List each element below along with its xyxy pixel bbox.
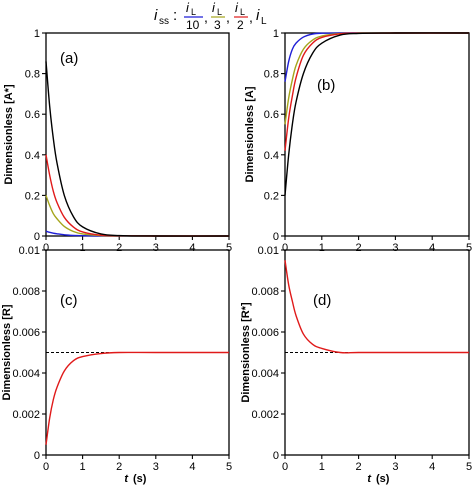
panel-d: 0 1 2 3 4 5 0 0.002 0.004 0.006 0.008 0.01 Dimension… [240,245,472,473]
y-tick-label-a-2: 0.4 [25,150,40,162]
x-tick-label-b-3: 3 [392,242,398,254]
panel-label-c: (c) [60,292,78,309]
legend-entry-1: i L 10 , [184,0,208,32]
legend-sep-2: , [226,9,230,25]
legend-entry-3-num-sub: L [240,7,245,17]
x-tick-label-c-3: 3 [153,461,159,473]
y-tick-label-b-4: 0.8 [264,69,279,81]
x-axis-unit-right: (s) [376,473,390,485]
legend-entry-2-num: i [212,0,216,15]
panel-b: 0 1 2 3 4 5 0 0.2 0.4 0.6 0.8 1 Dimensionless [A] (b) [244,28,472,254]
y-tick-label-b-2: 0.4 [264,150,279,162]
y-tick-label-c-5: 0.01 [19,245,40,257]
y-tick-label-a-3: 0.6 [25,109,40,121]
y-tick-label-d-4: 0.008 [251,286,279,298]
y-tick-label-d-0: 0 [273,450,279,462]
legend-entry-3-num: i [235,0,239,15]
y-tick-label-a-5: 1 [34,28,40,40]
series-line-a-3 [45,154,230,237]
y-tick-label-c-0: 0 [34,450,40,462]
legend-entry-4-num: i [256,7,260,24]
x-tick-label-b-1: 1 [319,242,325,254]
panel-label-a: (a) [60,50,78,67]
x-axis-label-right: t (s) [367,473,389,485]
x-tick-label-b-2: 2 [356,242,362,254]
y-tick-label-a-0: 0 [34,231,40,243]
series-line-d-1 [284,260,469,354]
x-tick-label-d-1: 1 [319,461,325,473]
panel-a: 0 1 2 3 4 5 0 0.2 0.4 0.6 0.8 1 Dimensionless [A*] (a… [3,28,232,254]
panel-label-b: (b) [317,77,335,94]
legend-entry-1-num-sub: L [191,7,196,17]
x-tick-label-a-1: 1 [80,242,86,254]
x-axis-unit-left: (s) [133,473,147,485]
series-line-b-3 [284,32,470,151]
panel-c: 0 1 2 3 4 5 0 0.002 0.004 0.006 0.008 0.01 Dimension… [1,245,232,473]
y-tick-label-a-1: 0.2 [25,190,40,202]
y-tick-label-d-3: 0.006 [251,327,279,339]
x-tick-label-c-1: 1 [80,461,86,473]
legend-entry-3-den: 2 [237,18,244,32]
x-axis-label-left: t (s) [124,473,146,485]
x-tick-label-a-2: 2 [116,242,122,254]
x-tick-label-b-4: 4 [429,242,435,254]
x-tick-label-d-2: 2 [356,461,362,473]
x-tick-label-d-4: 4 [429,461,435,473]
x-tick-label-d-0: 0 [282,461,288,473]
y-tick-label-d-5: 0.01 [258,245,279,257]
x-tick-label-a-0: 0 [43,242,49,254]
y-axis-label-b: Dimensionless [A] [244,86,256,182]
legend-sep-1: , [204,9,208,25]
x-axis-var-right: t [367,473,372,485]
series-line-c-1 [45,351,229,445]
legend-prefix-sub: ss [159,16,169,27]
x-tick-label-c-2: 2 [116,461,122,473]
legend-entry-1-num: i [186,0,190,15]
y-tick-label-c-3: 0.006 [12,327,40,339]
x-tick-label-c-5: 5 [226,461,232,473]
x-tick-label-c-0: 0 [43,461,49,473]
y-tick-label-c-2: 0.004 [12,368,40,380]
legend: i ss : i L 10 , i L 3 , i L 2 , i [154,0,267,32]
series-line-b-4 [284,32,470,196]
legend-entry-1-den: 10 [186,18,200,32]
y-tick-label-b-3: 0.6 [264,109,279,121]
x-tick-label-a-3: 3 [153,242,159,254]
legend-colon: : [173,7,177,24]
x-axis-var-left: t [124,473,129,485]
x-tick-label-d-5: 5 [466,461,472,473]
y-tick-label-c-4: 0.008 [12,286,40,298]
y-tick-label-a-4: 0.8 [25,69,40,81]
series-line-b-2 [284,32,469,125]
x-tick-label-b-5: 5 [466,242,472,254]
x-tick-label-c-4: 4 [189,461,195,473]
legend-sep-3: , [249,9,253,25]
y-tick-label-d-2: 0.004 [251,368,279,380]
panel-label-d: (d) [313,292,331,309]
legend-entry-2-num-sub: L [217,7,222,17]
y-axis-label-d: Dimensionless [R*] [240,302,252,403]
x-tick-label-a-4: 4 [189,242,195,254]
x-tick-label-b-0: 0 [282,242,288,254]
y-tick-label-b-5: 1 [273,28,279,40]
x-tick-label-a-5: 5 [226,242,232,254]
y-axis-label-a: Dimensionless [A*] [3,84,15,185]
y-tick-label-d-1: 0.002 [251,409,279,421]
legend-entry-4-num-sub: L [261,16,267,27]
y-tick-label-b-1: 0.2 [264,190,279,202]
legend-entry-2-den: 3 [214,18,221,32]
series-line-a-4 [45,61,230,237]
y-tick-label-b-0: 0 [273,231,279,243]
legend-entry-3: i L 2 , [234,0,253,32]
legend-entry-2: i L 3 , [211,0,230,32]
legend-prefix: i [154,7,158,24]
legend-entry-4: i L [256,7,267,27]
plot-frame-b [284,32,470,237]
x-tick-label-d-3: 3 [392,461,398,473]
y-axis-label-c: Dimensionless [R] [1,304,13,400]
y-tick-label-c-1: 0.002 [12,409,40,421]
